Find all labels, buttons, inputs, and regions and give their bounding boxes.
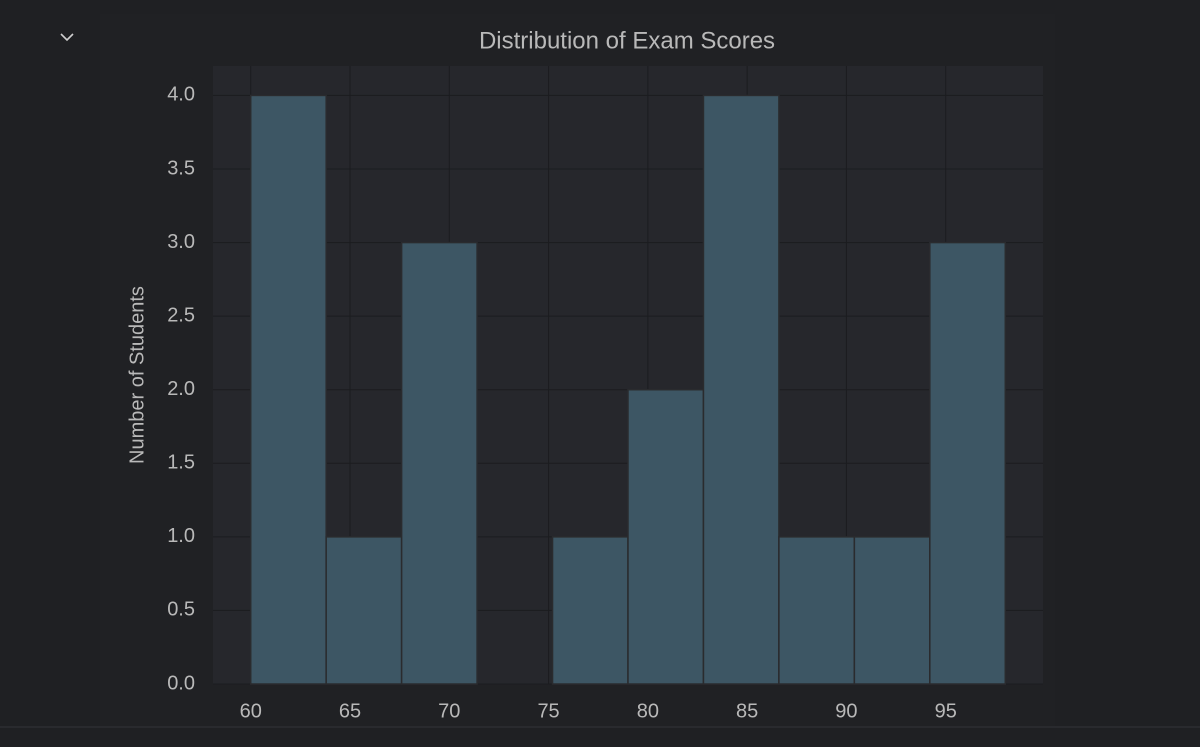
histogram-bar <box>400 241 478 685</box>
x-tick-label: 70 <box>438 700 460 722</box>
y-tick-label: 0.0 <box>167 672 195 694</box>
x-tick-label: 95 <box>935 700 957 722</box>
y-tick-label: 2.5 <box>167 304 195 326</box>
y-tick-label: 1.0 <box>167 525 195 547</box>
x-tick-label: 80 <box>637 700 659 722</box>
x-tick-label: 85 <box>736 700 758 722</box>
histogram-bar <box>249 94 327 685</box>
histogram-bar <box>702 94 780 685</box>
x-tick-label: 75 <box>537 700 559 722</box>
histogram-bar <box>325 536 403 685</box>
histogram-bar <box>551 536 629 685</box>
x-tick-label: 60 <box>240 700 262 722</box>
y-tick-label: 4.0 <box>167 84 195 106</box>
x-tick-label: 90 <box>835 700 857 722</box>
y-axis-label: Number of Students <box>126 286 148 464</box>
y-tick-label: 1.5 <box>167 452 195 474</box>
y-tick-label: 2.0 <box>167 378 195 400</box>
histogram-bar <box>929 241 1007 685</box>
bars-layer <box>249 94 1007 685</box>
chart-title: Distribution of Exam Scores <box>479 27 775 54</box>
y-tick-label: 3.0 <box>167 231 195 253</box>
y-tick-label: 3.5 <box>167 157 195 179</box>
histogram-bar <box>853 536 931 685</box>
histogram-bar <box>627 388 705 685</box>
collapse-chevron[interactable] <box>60 33 74 42</box>
y-tick-label: 0.5 <box>167 599 195 621</box>
x-tick-label: 65 <box>339 700 361 722</box>
histogram-bar <box>778 536 856 685</box>
